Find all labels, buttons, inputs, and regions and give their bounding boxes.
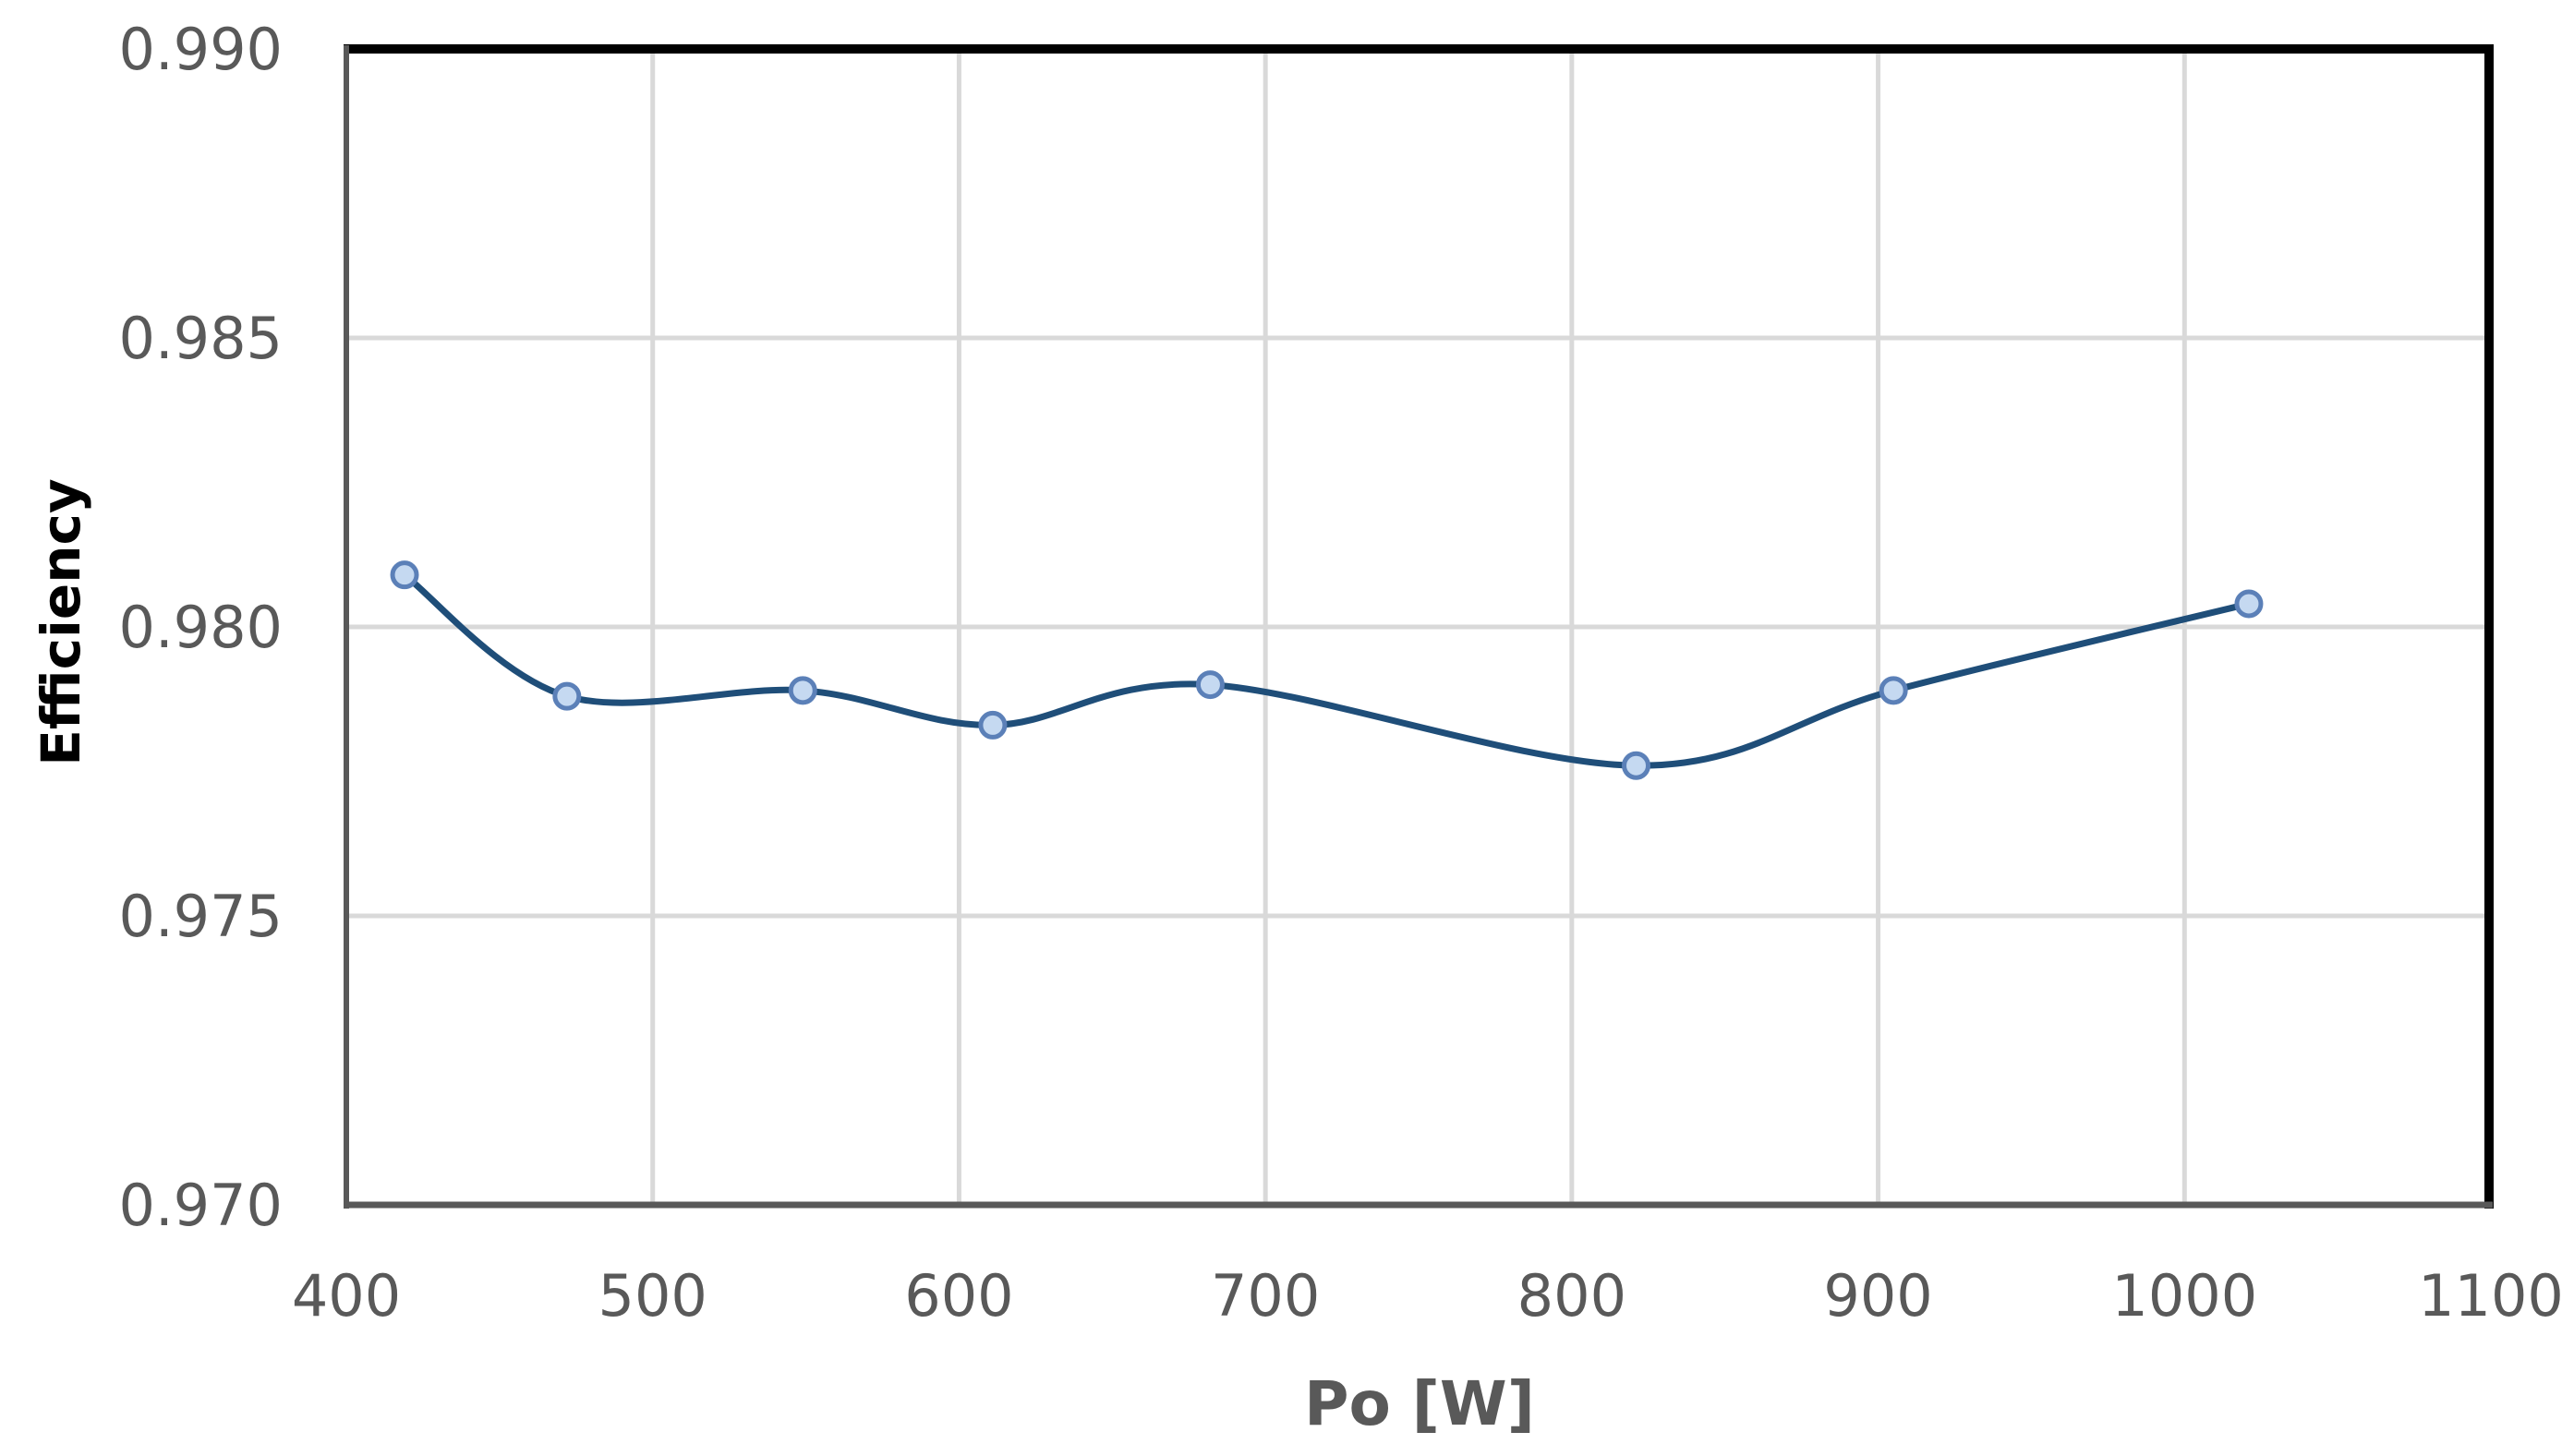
data-point-marker bbox=[390, 560, 419, 590]
data-point-marker bbox=[788, 676, 817, 705]
data-point-marker bbox=[1879, 676, 1908, 705]
y-tick-label: 0.970 bbox=[119, 1172, 284, 1239]
plot-frame bbox=[344, 44, 2494, 1209]
y-tick-label: 0.990 bbox=[119, 16, 284, 83]
y-tick-labels: 0.970 0.975 0.980 0.985 0.990 bbox=[119, 16, 284, 1239]
y-axis-title: Efficiency bbox=[30, 478, 92, 765]
x-tick-label: 600 bbox=[904, 1262, 1013, 1330]
data-point-marker bbox=[552, 681, 582, 711]
x-tick-label: 400 bbox=[292, 1262, 401, 1330]
data-point-marker bbox=[2234, 589, 2264, 619]
y-tick-label: 0.975 bbox=[119, 883, 284, 950]
gridlines bbox=[346, 49, 2491, 1205]
x-tick-label: 700 bbox=[1211, 1262, 1320, 1330]
x-tick-label: 800 bbox=[1517, 1262, 1626, 1330]
x-tick-label: 1100 bbox=[2418, 1262, 2564, 1330]
data-point-marker bbox=[978, 710, 1008, 740]
data-markers bbox=[390, 560, 2264, 780]
x-tick-label: 900 bbox=[1823, 1262, 1932, 1330]
data-point-marker bbox=[1622, 751, 1651, 780]
x-axis-title: Po [W] bbox=[1304, 1368, 1535, 1439]
x-tick-label: 500 bbox=[598, 1262, 707, 1330]
x-tick-labels: 400 500 600 700 800 900 1000 1100 bbox=[292, 1262, 2564, 1330]
y-tick-label: 0.980 bbox=[119, 594, 284, 661]
data-point-marker bbox=[1195, 670, 1225, 700]
x-tick-label: 1000 bbox=[2111, 1262, 2257, 1330]
data-series bbox=[390, 560, 2264, 780]
y-tick-label: 0.985 bbox=[119, 305, 284, 372]
